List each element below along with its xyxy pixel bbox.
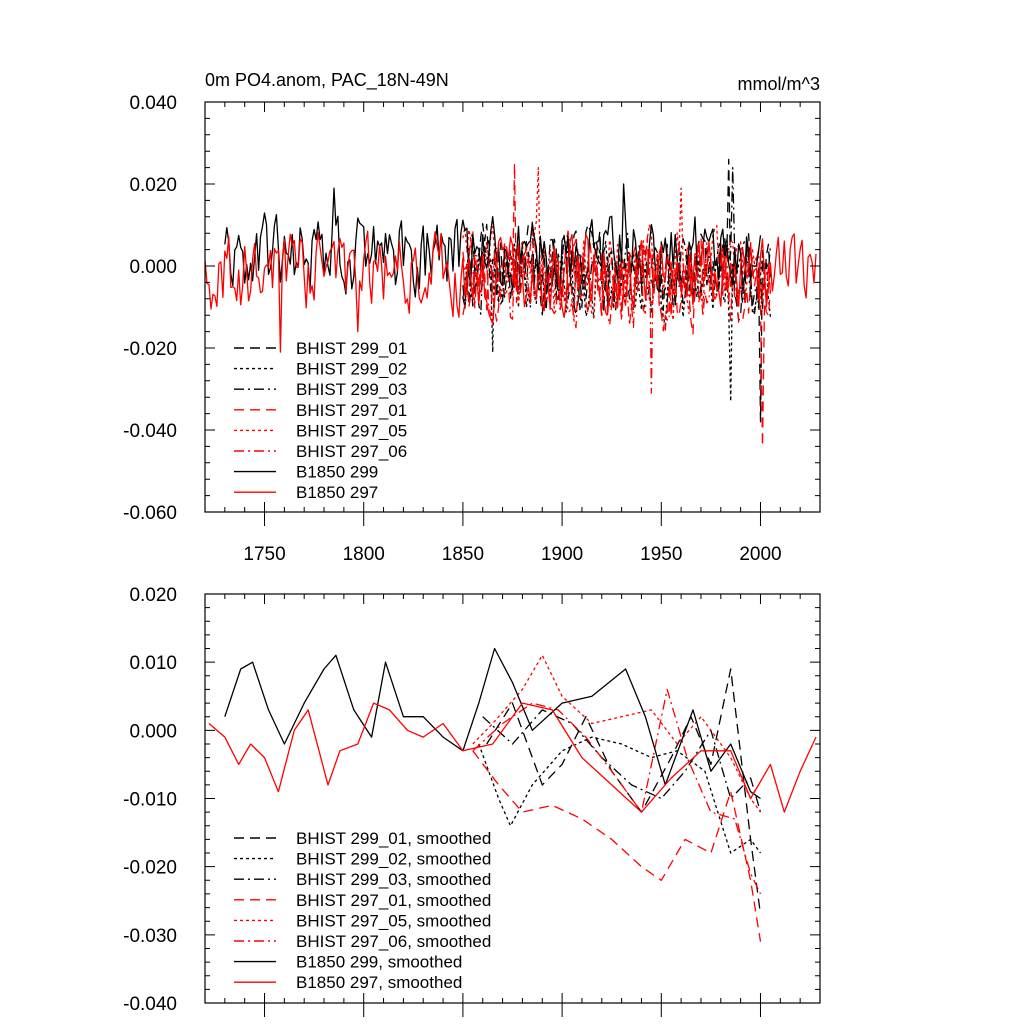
y-tick-label: 0.020 xyxy=(129,175,177,196)
legend-label: BHIST 299_01 xyxy=(296,339,407,358)
y-tick-label: 0.040 xyxy=(129,93,177,114)
series-line-8 xyxy=(208,702,817,813)
bottom-legend: BHIST 299_01, smoothed BHIST 299_02, smoo… xyxy=(234,829,491,992)
y-tick-label: -0.020 xyxy=(123,339,177,360)
y-tick-label: 0.020 xyxy=(129,585,177,606)
series-line-6 xyxy=(472,688,762,895)
series-line-7 xyxy=(224,183,762,298)
series-line-4 xyxy=(472,750,762,942)
legend-label: B1850 297, smoothed xyxy=(296,973,462,992)
legend-label: B1850 299, smoothed xyxy=(296,953,462,972)
y-tick-label: -0.020 xyxy=(123,858,177,879)
y-tick-label: 0.000 xyxy=(129,257,177,278)
x-tick-label: 2000 xyxy=(739,544,781,565)
y-tick-label: -0.010 xyxy=(123,790,177,811)
legend-label: BHIST 297_01 xyxy=(296,401,407,420)
y-tick-label: 0.000 xyxy=(129,721,177,742)
x-tick-label: 1900 xyxy=(541,544,583,565)
panel-title: 0m PO4.anom, PAC_18N-49N xyxy=(205,70,449,91)
series-line-2 xyxy=(478,736,762,854)
legend-label: BHIST 297_01, smoothed xyxy=(296,891,491,910)
panel-units: mmol/m^3 xyxy=(738,74,820,94)
x-tick-label: 1800 xyxy=(343,544,385,565)
legend-label: BHIST 299_02 xyxy=(296,360,407,379)
top-panel: 0m PO4.anom, PAC_18N-49N mmol/m^3 -0.060… xyxy=(123,70,821,565)
y-tick-label: -0.040 xyxy=(123,421,177,442)
legend-label: BHIST 297_05, smoothed xyxy=(296,911,491,930)
plot-frame xyxy=(204,101,821,513)
series-line-8 xyxy=(205,230,817,353)
legend-label: BHIST 299_03 xyxy=(296,380,407,399)
series-line-3 xyxy=(482,709,762,813)
bottom-plot-area xyxy=(208,647,817,942)
series-line-5 xyxy=(462,166,771,322)
series-line-1 xyxy=(486,668,762,915)
y-tick-label: -0.040 xyxy=(123,994,177,1015)
top-axes: -0.060 -0.040 -0.020 0.000 0.020 0.040 1750 180… xyxy=(123,93,821,565)
legend-label: BHIST 299_01, smoothed xyxy=(296,829,491,848)
series-line-4 xyxy=(462,162,772,448)
legend-label: BHIST 297_05 xyxy=(296,421,407,440)
legend-label: B1850 299 xyxy=(296,463,378,482)
series-line-5 xyxy=(472,654,762,813)
legend-label: BHIST 299_03, smoothed xyxy=(296,870,491,889)
bottom-panel: -0.040-0.030-0.020-0.0100.0000.0100.020 … xyxy=(123,585,821,1017)
legend-label: B1850 297 xyxy=(296,483,378,502)
top-plot-area xyxy=(205,158,817,448)
bottom-axes: -0.040 -0.030 -0.020 -0.010 0.000 0.010 0.020 xyxy=(123,585,821,1017)
y-tick-label: -0.060 xyxy=(123,503,177,524)
x-tick-label: 1850 xyxy=(442,544,484,565)
legend-label: BHIST 299_02, smoothed xyxy=(296,850,491,869)
y-tick-label: -0.030 xyxy=(123,926,177,947)
x-tick-label: 1950 xyxy=(640,544,682,565)
y-tick-label: 0.010 xyxy=(129,653,177,674)
legend-label: BHIST 297_06 xyxy=(296,442,407,461)
legend-label: BHIST 297_06, smoothed xyxy=(296,932,491,951)
series-line-2 xyxy=(462,237,772,402)
x-tick-label: 1750 xyxy=(243,544,285,565)
